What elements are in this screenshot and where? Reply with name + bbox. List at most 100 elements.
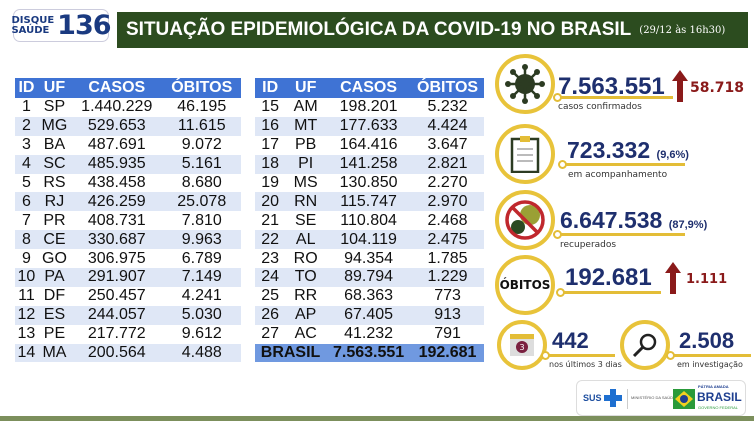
table-cell: 16 (255, 116, 286, 136)
table-cell: TO (285, 268, 327, 287)
brand-text: BRASIL (697, 390, 742, 404)
table-cell: 2.475 (411, 230, 484, 250)
table-cell: 41.232 (344, 325, 394, 343)
monitoring-value: 723.332 (9,6%) (567, 137, 689, 163)
sus-logo-text: SUS (583, 393, 602, 403)
table-cell: 26 (255, 305, 286, 325)
table-cell: 94.354 (344, 249, 394, 267)
divider (565, 163, 685, 166)
table-cell: 177.633 (326, 116, 412, 136)
column-header: ÓBITOS (411, 78, 484, 98)
table-row: 17 PB 164.416 3.647 (255, 136, 484, 155)
table-header: ID UF CASOS ÓBITOS (15, 78, 241, 98)
table-cell: 6.789 (181, 249, 222, 267)
total-label: BRASIL (255, 343, 327, 363)
table-cell: AM (293, 98, 318, 116)
table-cell: RR (294, 287, 318, 305)
table-cell: 14 (15, 343, 38, 363)
table-cell: 21 (261, 211, 280, 229)
table-row: 15 AM 198.201 5.232 (255, 98, 484, 117)
table-cell: 9 (21, 249, 31, 267)
table-header: ID UF CASOS ÓBITOS (255, 78, 484, 98)
table-cell: 164.416 (339, 136, 398, 154)
table-row: 5 RS 438.458 8.680 (15, 174, 241, 193)
table-cell: 3.647 (427, 136, 468, 154)
table-cell: 19 (261, 174, 280, 191)
table-cell: AL (285, 230, 327, 250)
table-cell: 12 (15, 305, 38, 325)
table-cell: 2.270 (427, 174, 468, 191)
virus-icon (495, 54, 555, 114)
table-row: 19 MS 130.850 2.270 (255, 174, 484, 193)
table-cell: 487.691 (87, 136, 146, 154)
table-row: 6 RJ 426.259 25.078 (15, 192, 241, 212)
column-header: UF (285, 78, 327, 98)
last3-label: nos últimos 3 dias (549, 360, 622, 369)
column-header: ÓBITOS (162, 78, 241, 98)
arrow-up-icon (665, 262, 681, 294)
confirmed-value: 7.563.551 (558, 73, 665, 100)
column-header: CASOS (71, 78, 163, 98)
ministry-text: MINISTÉRIO DA SAÚDE (631, 395, 676, 400)
table-cell: 104.119 (326, 230, 412, 250)
table-cell: SE (295, 211, 317, 229)
table-row: 10 PA 291.907 7.149 (15, 268, 241, 287)
table-cell: 1.785 (427, 249, 468, 267)
table-cell: 8 (15, 230, 38, 250)
table-cell: 1.440.229 (81, 98, 153, 116)
table-cell: 6 (15, 192, 38, 212)
table-cell: 198.201 (339, 98, 398, 116)
table-cell: RO (293, 249, 318, 267)
table-cell: AC (294, 325, 317, 343)
table-row: 14 MA 200.564 4.488 (15, 343, 241, 363)
table-cell: 485.935 (71, 154, 163, 174)
states-table-left: ID UF CASOS ÓBITOS 1 SP 1.440.229 46.195 2 MG 529.… (15, 78, 241, 363)
divider (548, 354, 615, 357)
table-cell: 25.078 (162, 192, 241, 212)
table-cell: 306.975 (87, 249, 146, 267)
table-cell: 13 (17, 325, 36, 343)
table-cell: SP (43, 98, 66, 116)
table-row: 20 RN 115.747 2.970 (255, 192, 484, 212)
table-cell: 25 (261, 287, 280, 305)
table-cell: PA (37, 268, 72, 287)
table-cell: 791 (434, 325, 461, 343)
investigation-value: 2.508 (679, 328, 735, 353)
table-row: 9 GO 306.975 6.789 (15, 249, 241, 268)
table-cell: 529.653 (71, 116, 163, 136)
brand-top: PÁTRIA AMADA (698, 384, 729, 389)
table-cell: 141.258 (326, 154, 412, 174)
table-cell: 217.772 (87, 325, 146, 343)
states-table-right: ID UF CASOS ÓBITOS 15 AM 198.201 5.232 16 MT 177.6… (255, 78, 484, 363)
table-cell: 9.072 (181, 136, 222, 154)
column-header: ID (255, 78, 286, 98)
table-row: 7 PR 408.731 7.810 (15, 211, 241, 230)
table-cell: AP (285, 305, 327, 325)
table-row: 3 BA 487.691 9.072 (15, 136, 241, 155)
table-row: 23 RO 94.354 1.785 (255, 249, 484, 268)
deaths-increase: 1.111 (686, 272, 728, 287)
table-row: 16 MT 177.633 4.424 (255, 116, 484, 136)
government-logos: SUS MINISTÉRIO DA SAÚDE PÁTRIA AMADA BRA… (576, 380, 746, 416)
last3-value: 442 (552, 328, 589, 353)
table-cell: 130.850 (339, 174, 398, 191)
table-cell: 4.488 (162, 343, 241, 363)
table-cell: 1 (21, 98, 31, 116)
table-cell: 1.229 (411, 268, 484, 287)
table-row: 26 AP 67.405 913 (255, 305, 484, 325)
table-cell: 23 (261, 249, 280, 267)
divider (673, 354, 751, 357)
table-cell: 2.821 (411, 154, 484, 174)
table-cell: 4.424 (411, 116, 484, 136)
logo-line1: DISQUE (11, 14, 55, 26)
confirmed-increase: 58.718 (690, 80, 745, 96)
table-cell: 2.468 (427, 211, 468, 229)
table-cell: BA (43, 136, 66, 154)
table-cell: GO (42, 249, 67, 267)
magnifier-icon (620, 320, 670, 370)
total-obitos: 192.681 (411, 343, 484, 363)
bottom-bar (0, 416, 754, 421)
clipboard-icon (495, 124, 555, 184)
table-cell: 11 (18, 287, 35, 305)
table-cell: 5.030 (162, 305, 241, 325)
